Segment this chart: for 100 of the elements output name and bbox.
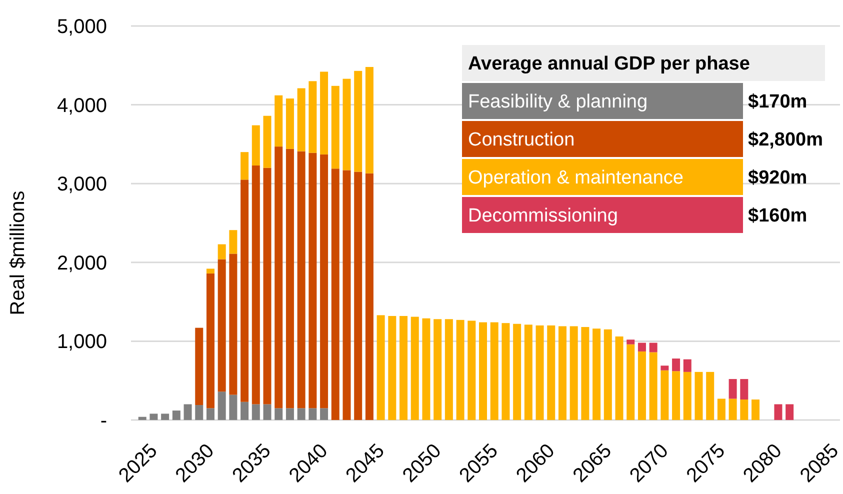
y-axis-title: Real $millions: [7, 190, 29, 316]
bar: [172, 410, 180, 420]
bar: [581, 327, 590, 420]
bar: [786, 404, 794, 420]
bar: [660, 366, 669, 370]
bar: [422, 318, 430, 420]
bar: [434, 319, 442, 420]
bar: [672, 358, 680, 372]
bar: [297, 88, 306, 152]
bar: [229, 254, 238, 395]
bar: [354, 70, 362, 172]
bar: [161, 414, 170, 420]
bar: [649, 342, 658, 352]
bar: [195, 328, 204, 406]
bar: [286, 98, 294, 149]
bar: [320, 72, 328, 154]
bar: [195, 405, 204, 420]
bar: [150, 414, 158, 420]
bar: [728, 379, 737, 399]
bar: [638, 342, 646, 352]
bar: [649, 352, 658, 420]
bar: [274, 95, 283, 147]
bar: [660, 370, 669, 420]
y-tick-label: 5,000: [56, 16, 107, 38]
bar: [252, 404, 260, 420]
bar: [297, 408, 306, 420]
bar: [286, 148, 294, 408]
bar: [570, 326, 578, 420]
bar: [717, 398, 726, 420]
bar: [320, 408, 328, 420]
bar: [672, 371, 680, 420]
bar: [184, 404, 192, 420]
bar: [774, 404, 782, 420]
bar: [626, 344, 635, 420]
bar: [752, 400, 760, 420]
bar: [524, 324, 532, 420]
bar: [740, 400, 748, 420]
bar: [456, 320, 464, 420]
bar: [240, 402, 249, 420]
bar: [206, 268, 214, 274]
legend-title: Average annual GDP per phase: [468, 54, 750, 75]
bar: [274, 408, 283, 420]
bar: [365, 66, 374, 174]
bar: [706, 372, 714, 420]
bar: [342, 170, 351, 420]
bar: [479, 322, 487, 420]
bar: [536, 325, 544, 420]
bar: [240, 180, 249, 402]
text: Construction: [468, 130, 575, 151]
bar: [240, 152, 249, 180]
bar: [263, 168, 272, 404]
bar: [263, 404, 272, 420]
bar: [615, 336, 624, 420]
y-tick-label: -: [100, 410, 107, 432]
bar: [728, 398, 737, 420]
bar: [218, 259, 226, 392]
bar: [400, 316, 408, 420]
bar: [376, 315, 385, 420]
bar: [468, 320, 476, 420]
annotation: $2,800m: [748, 130, 824, 151]
bar: [547, 325, 556, 420]
bar: [740, 379, 748, 400]
annotation: $160m: [748, 206, 808, 227]
annotation: $170m: [748, 92, 808, 113]
bar: [683, 372, 692, 420]
bar: [229, 394, 238, 420]
bar: [252, 165, 260, 404]
bar: [513, 324, 522, 420]
text: Feasibility & planning: [468, 92, 648, 113]
bar: [218, 244, 226, 260]
bar: [694, 372, 703, 420]
bar: [331, 168, 340, 420]
bar: [410, 316, 419, 420]
bar: [502, 323, 510, 420]
bar: [308, 81, 317, 153]
bar: [638, 351, 646, 420]
bar: [558, 326, 566, 420]
bar: [365, 173, 374, 420]
bar: [218, 392, 226, 420]
bar: [683, 359, 692, 372]
bar: [286, 408, 294, 420]
bar: [354, 172, 362, 420]
y-tick-label: 3,000: [56, 174, 107, 196]
bar: [274, 146, 283, 408]
bar: [388, 316, 396, 420]
bar: [229, 230, 238, 254]
bar: [206, 408, 214, 420]
y-tick-label: 4,000: [56, 94, 107, 117]
bar: [444, 319, 453, 420]
bar: [331, 86, 340, 169]
bar: [490, 322, 498, 420]
text: Decommissioning: [468, 206, 618, 227]
bar: [308, 408, 317, 420]
bar: [297, 151, 306, 408]
bar: [342, 78, 351, 170]
bar: [604, 329, 612, 420]
bar: [138, 416, 146, 420]
bar: [308, 152, 317, 408]
annotation: $920m: [748, 168, 808, 189]
y-tick-label: 1,000: [56, 331, 107, 354]
